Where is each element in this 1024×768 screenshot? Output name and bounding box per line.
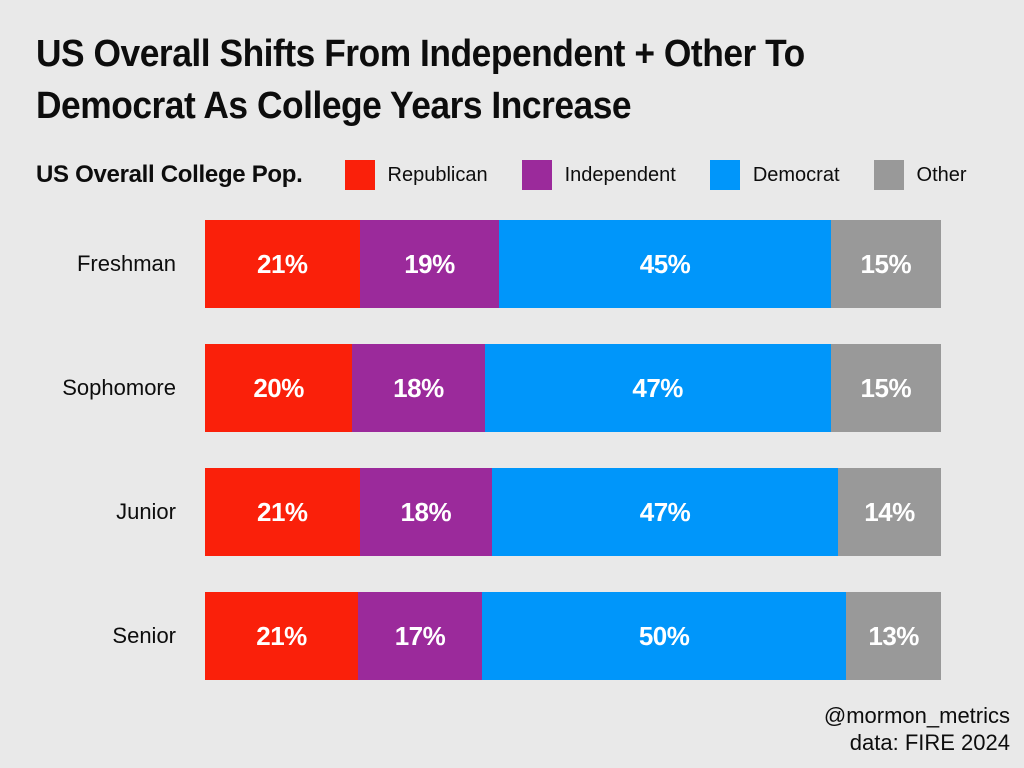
stacked-bar-chart: Freshman 21% 19% 45% 15% Sophomore 20% 18% 47% 15… — [0, 220, 942, 680]
footer: @mormon_metrics data: FIRE 2024 — [824, 702, 1010, 756]
bar-segment-other: 15% — [830, 344, 942, 432]
bar-segment-other: 13% — [846, 592, 941, 680]
legend-item-independent: Independent — [521, 160, 676, 190]
chart-row-senior: Senior 21% 17% 50% 13% — [0, 592, 941, 680]
chart-row-freshman: Freshman 21% 19% 45% 15% — [0, 220, 942, 308]
legend-label: Democrat — [752, 163, 840, 186]
footer-source: data: FIRE 2024 — [849, 730, 1010, 755]
bar-segment-democrat: 47% — [492, 468, 838, 556]
legend-item-democrat: Democrat — [709, 160, 840, 190]
row-label: Sophomore — [62, 375, 176, 400]
legend-label: Republican — [387, 163, 488, 186]
stacked-bar: 21% 17% 50% 13% — [205, 592, 941, 680]
bar-segment-republican: 21% — [205, 592, 359, 680]
legend: Republican Independent Democrat Other — [344, 160, 967, 190]
legend-swatch-other — [873, 160, 904, 190]
bar-segment-other: 14% — [837, 468, 942, 556]
legend-label: Other — [916, 163, 967, 186]
chart-row-junior: Junior 21% 18% 47% 14% — [0, 468, 942, 556]
bar-segment-independent: 18% — [352, 344, 485, 432]
bar-segment-other: 15% — [830, 220, 942, 308]
bar-segment-democrat: 50% — [481, 592, 847, 680]
bar-segment-democrat: 47% — [484, 344, 831, 432]
bar-segment-independent: 18% — [359, 468, 493, 556]
legend-label: Independent — [564, 163, 676, 186]
chart-title-line-1: US Overall Shifts From Independent + Oth… — [36, 33, 805, 75]
chart-title: US Overall Shifts From Independent + Oth… — [36, 28, 805, 132]
chart-row-sophomore: Sophomore 20% 18% 47% 15% — [0, 344, 942, 432]
legend-swatch-democrat — [709, 160, 740, 190]
stacked-bar: 20% 18% 47% 15% — [205, 344, 942, 432]
legend-swatch-independent — [521, 160, 552, 190]
legend-swatch-republican — [344, 160, 375, 190]
chart-title-line-2: Democrat As College Years Increase — [36, 85, 632, 127]
footer-handle: @mormon_metrics — [823, 703, 1010, 728]
bar-segment-republican: 21% — [205, 220, 360, 308]
row-label: Junior — [116, 499, 176, 524]
bar-segment-independent: 19% — [359, 220, 500, 308]
row-label: Freshman — [76, 251, 176, 276]
bar-segment-independent: 17% — [358, 592, 482, 680]
bar-segment-republican: 21% — [205, 468, 360, 556]
legend-item-other: Other — [873, 160, 967, 190]
stacked-bar: 21% 19% 45% 15% — [205, 220, 942, 308]
row-label: Senior — [112, 623, 176, 648]
legend-item-republican: Republican — [344, 160, 488, 190]
legend-row: US Overall College Pop. Republican Indepe… — [36, 158, 988, 192]
bar-segment-democrat: 45% — [499, 220, 831, 308]
chart-subtitle: US Overall College Pop. — [36, 161, 303, 188]
bar-segment-republican: 20% — [205, 344, 353, 432]
stacked-bar: 21% 18% 47% 14% — [205, 468, 942, 556]
